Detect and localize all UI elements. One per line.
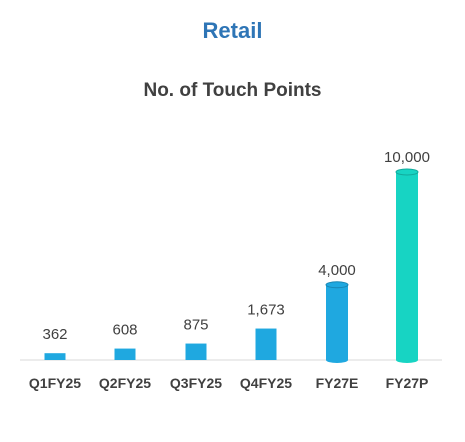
x-tick-label: Q3FY25 [170, 375, 222, 391]
data-label: 4,000 [318, 262, 356, 279]
x-tick-label: Q1FY25 [29, 375, 81, 391]
x-tick-label: FY27E [316, 375, 359, 391]
data-label: 10,000 [384, 149, 430, 166]
x-tick-label: FY27P [386, 375, 429, 391]
data-label: 362 [42, 326, 67, 343]
bar-q4fy25 [255, 328, 277, 360]
chart-subtitle: No. of Touch Points [143, 80, 322, 101]
data-label: 1,673 [247, 302, 285, 319]
bar-q2fy25 [114, 348, 136, 360]
bar-q3fy25 [185, 343, 207, 360]
data-label: 608 [112, 322, 137, 339]
bar-q1fy25 [44, 353, 66, 360]
x-tick-label: Q4FY25 [240, 375, 292, 391]
chart-title: Retail [202, 18, 263, 43]
data-label: 875 [183, 317, 208, 334]
bar-fy27p [395, 168, 419, 363]
bar-fy27e [325, 281, 349, 363]
x-tick-label: Q2FY25 [99, 375, 151, 391]
